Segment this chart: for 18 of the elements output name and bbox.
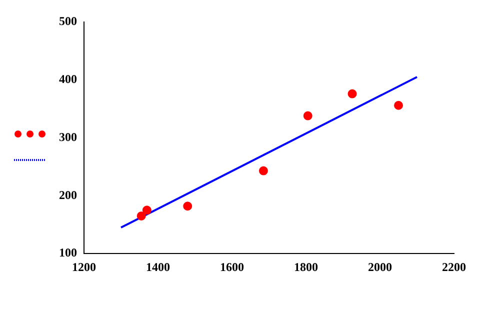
y-tick-label: 300 [59,130,77,144]
y-tick-label: 400 [59,72,77,86]
x-tick-label: 1400 [146,260,170,274]
y-tick-label: 500 [59,14,77,28]
x-tick-label: 1600 [220,260,244,274]
point [348,89,357,98]
x-tick-label: 1200 [72,260,96,274]
x-tick-label: 1800 [294,260,318,274]
point [136,211,146,220]
point [183,202,192,211]
point [303,111,312,120]
point [258,166,268,176]
x-tick-label: 2000 [368,260,392,274]
y-tick-label: 200 [59,188,77,202]
x-tick-label: 2200 [442,260,466,274]
point [394,100,403,110]
y-tick-label: 100 [59,246,77,260]
point [142,206,152,215]
